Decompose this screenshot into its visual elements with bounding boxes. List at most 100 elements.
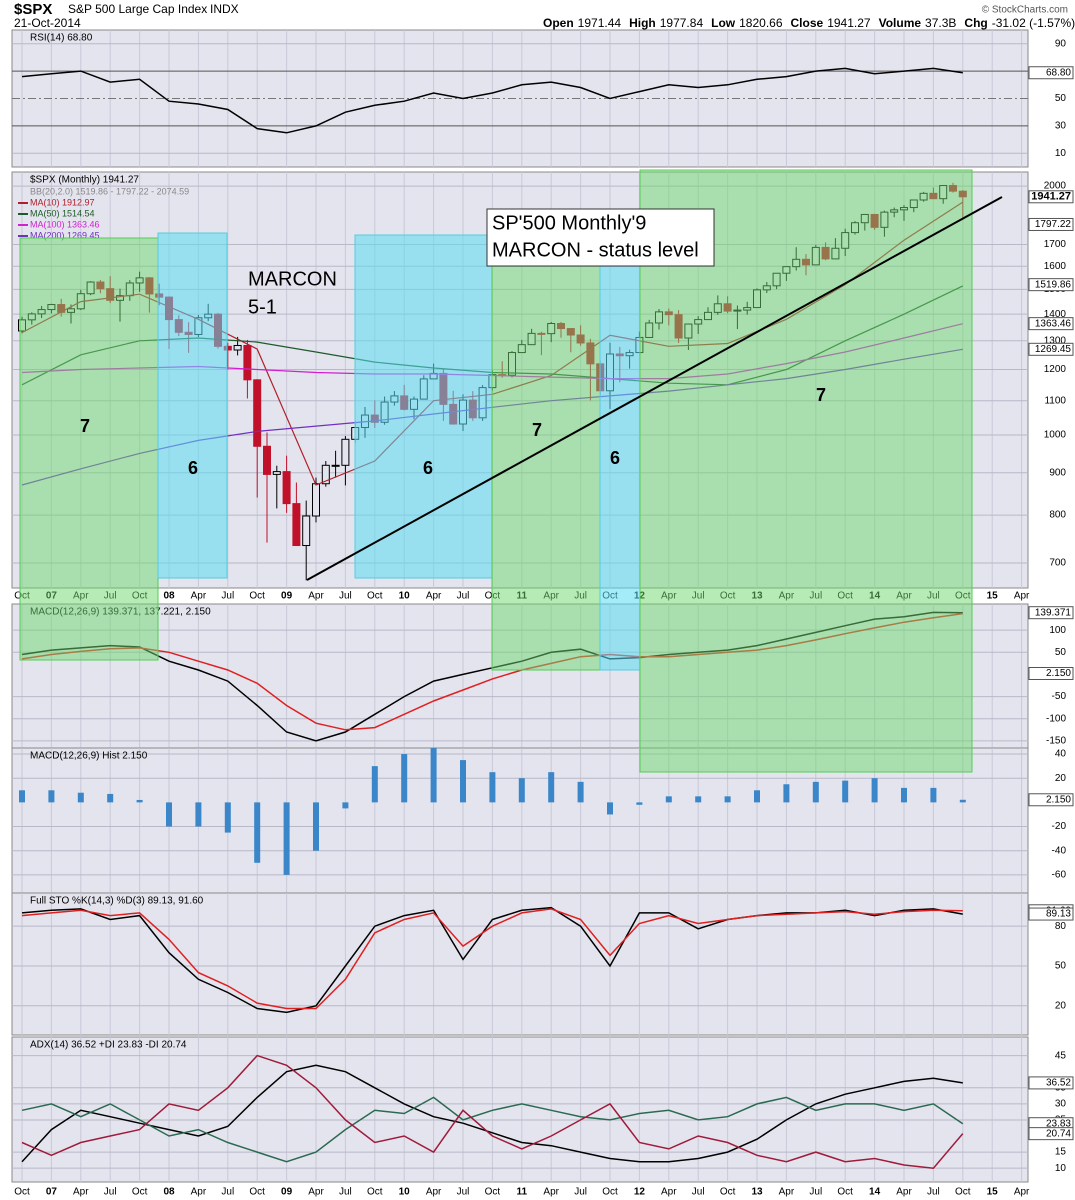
panel-title: $SPX (Monthly) 1941.27 [30, 175, 139, 186]
wave-count: 7 [816, 385, 826, 405]
x-tick-label: Oct [249, 1187, 265, 1198]
hist-bar [548, 772, 555, 803]
index-name: S&P 500 Large Cap Index [68, 2, 207, 16]
value-label: 89.13 [1046, 909, 1071, 920]
exchange: INDX [210, 2, 239, 16]
x-tick-label: Jul [339, 591, 352, 602]
x-tick-label: Apr [308, 1187, 324, 1198]
x-tick-label: Apr [426, 591, 442, 602]
panel-title: ADX(14) 36.52 +DI 23.83 -DI 20.74 [30, 1040, 187, 1051]
quote-value: -31.02 (-1.57%) [992, 16, 1075, 30]
x-tick-label: Jul [104, 1187, 117, 1198]
x-tick-label: 07 [46, 1187, 58, 1198]
hist-bar [842, 780, 849, 803]
wave-zone [599, 232, 641, 671]
wave-count: 7 [532, 420, 542, 440]
x-tick-label: Apr [426, 1187, 442, 1198]
x-tick-label: Oct [720, 1187, 736, 1198]
hist-bar [460, 760, 466, 803]
x-tick-label: 08 [163, 591, 175, 602]
x-tick-label: Apr [191, 591, 207, 602]
y-tick-label: 15 [1055, 1147, 1067, 1158]
hist-bar [754, 790, 760, 803]
x-tick-label: Apr [543, 1187, 559, 1198]
indicator-line [21, 908, 963, 1010]
value-label-box [1028, 190, 1074, 204]
value-label-box [1028, 793, 1074, 807]
x-tick-label: Jul [339, 1187, 352, 1198]
wave-zone [354, 234, 493, 579]
value-label-box [1028, 66, 1074, 80]
hist-bar [19, 790, 25, 803]
quote-value: 1971.44 [578, 16, 622, 30]
candle-body [263, 445, 271, 475]
hist-bar [901, 787, 907, 803]
quote-value: 1977.84 [660, 16, 704, 30]
x-tick-label: 15 [987, 591, 999, 602]
value-label: 1363.46 [1035, 318, 1072, 329]
value-label-box [1028, 907, 1074, 921]
y-tick-label: 1000 [1044, 430, 1067, 441]
value-label-box [1028, 606, 1074, 620]
value-label: 1519.86 [1035, 279, 1072, 290]
legend-entry: MA(10) 1912.97 [30, 197, 95, 207]
value-label: 20.74 [1046, 1128, 1071, 1139]
wave-count: 7 [80, 416, 90, 436]
candle-body [292, 503, 301, 547]
x-tick-label: 10 [399, 591, 411, 602]
x-tick-label: 11 [517, 1187, 528, 1198]
value-label-box [1028, 342, 1074, 356]
x-tick-label: Apr [1014, 591, 1030, 602]
hist-bar [695, 796, 702, 803]
quote-label: Chg [964, 16, 987, 30]
value-label: 68.80 [1046, 67, 1071, 78]
hist-bar [518, 778, 525, 803]
hist-bar [77, 792, 84, 803]
y-tick-label: 100 [1049, 625, 1066, 636]
x-tick-label: Apr [308, 591, 324, 602]
date: 21-Oct-2014 [14, 16, 81, 30]
candle-body [321, 464, 330, 485]
y-tick-label: -40 [1052, 845, 1067, 856]
hist-bar [724, 796, 731, 803]
x-tick-label: Jul [927, 1187, 940, 1198]
x-tick-label: 14 [869, 1187, 881, 1198]
wave-zone [639, 169, 973, 773]
x-tick-label: Oct [367, 1187, 383, 1198]
y-tick-label: 1400 [1044, 309, 1067, 320]
x-tick-label: Apr [896, 1187, 912, 1198]
hist-bar [254, 802, 261, 863]
x-tick-label: Oct [367, 591, 383, 602]
x-tick-label: Apr [1014, 1187, 1030, 1198]
x-tick-label: 12 [634, 1187, 646, 1198]
quote-value: 1941.27 [827, 16, 871, 30]
value-label: 1941.27 [1031, 191, 1071, 203]
wave-zone [157, 232, 228, 579]
y-tick-label: 2000 [1044, 181, 1067, 192]
y-tick-label: 40 [1055, 749, 1067, 760]
x-tick-label: Apr [73, 1187, 89, 1198]
value-label: 1797.22 [1035, 219, 1072, 230]
quote-label: Low [711, 16, 736, 30]
y-tick-label: 45 [1055, 1050, 1067, 1061]
hist-bar [959, 799, 966, 803]
candle-body [282, 471, 291, 505]
y-tick-label: 1200 [1044, 364, 1067, 375]
candle-body [272, 471, 281, 475]
indicator-line [21, 1064, 963, 1163]
value-label-box [1028, 1127, 1074, 1141]
annotation: MARCON [248, 268, 337, 290]
quote-label: Open [543, 16, 574, 30]
value-label-box [1028, 1076, 1074, 1090]
indicator-line [21, 67, 963, 134]
y-tick-label: 20 [1055, 1000, 1067, 1011]
legend-entry: MA(200) 1269.45 [30, 230, 100, 240]
x-tick-label: Jul [692, 1187, 705, 1198]
y-tick-label: 800 [1049, 510, 1066, 521]
candle-body [341, 438, 350, 466]
x-tick-label: 08 [163, 1187, 175, 1198]
legend-entry: MA(100) 1363.46 [30, 219, 100, 229]
value-label: 23.83 [1046, 1118, 1071, 1129]
